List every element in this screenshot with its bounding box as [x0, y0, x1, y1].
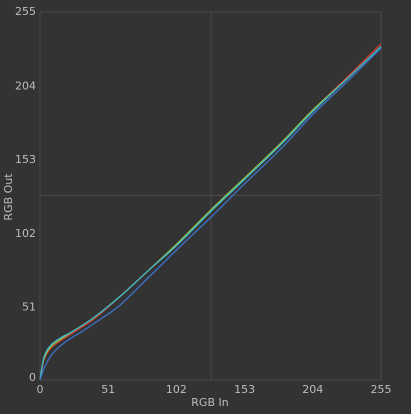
green-curve[interactable] — [39, 46, 382, 381]
x-tick-label: 0 — [37, 383, 44, 396]
y-tick-label: 255 — [15, 5, 36, 18]
x-tick-label: 255 — [371, 383, 392, 396]
x-tick-label: 153 — [234, 383, 255, 396]
y-axis-title: RGB Out — [2, 173, 15, 221]
x-tick-label: 204 — [302, 383, 323, 396]
y-tick-label: 51 — [22, 300, 36, 313]
grid — [39, 11, 382, 381]
y-tick-label: 102 — [15, 227, 36, 240]
cyan-curve[interactable] — [39, 46, 382, 381]
curves[interactable] — [39, 43, 382, 381]
x-axis-title: RGB In — [191, 396, 228, 409]
x-tick-label: 102 — [166, 383, 187, 396]
tick-labels: 0 51 102 153 204 255 0 51 102 153 204 255 — [15, 5, 392, 396]
x-tick-label: 51 — [101, 383, 115, 396]
y-tick-label: 0 — [29, 371, 36, 384]
y-tick-label: 204 — [15, 80, 36, 93]
y-tick-label: 153 — [15, 153, 36, 166]
blue-curve[interactable] — [39, 47, 382, 381]
